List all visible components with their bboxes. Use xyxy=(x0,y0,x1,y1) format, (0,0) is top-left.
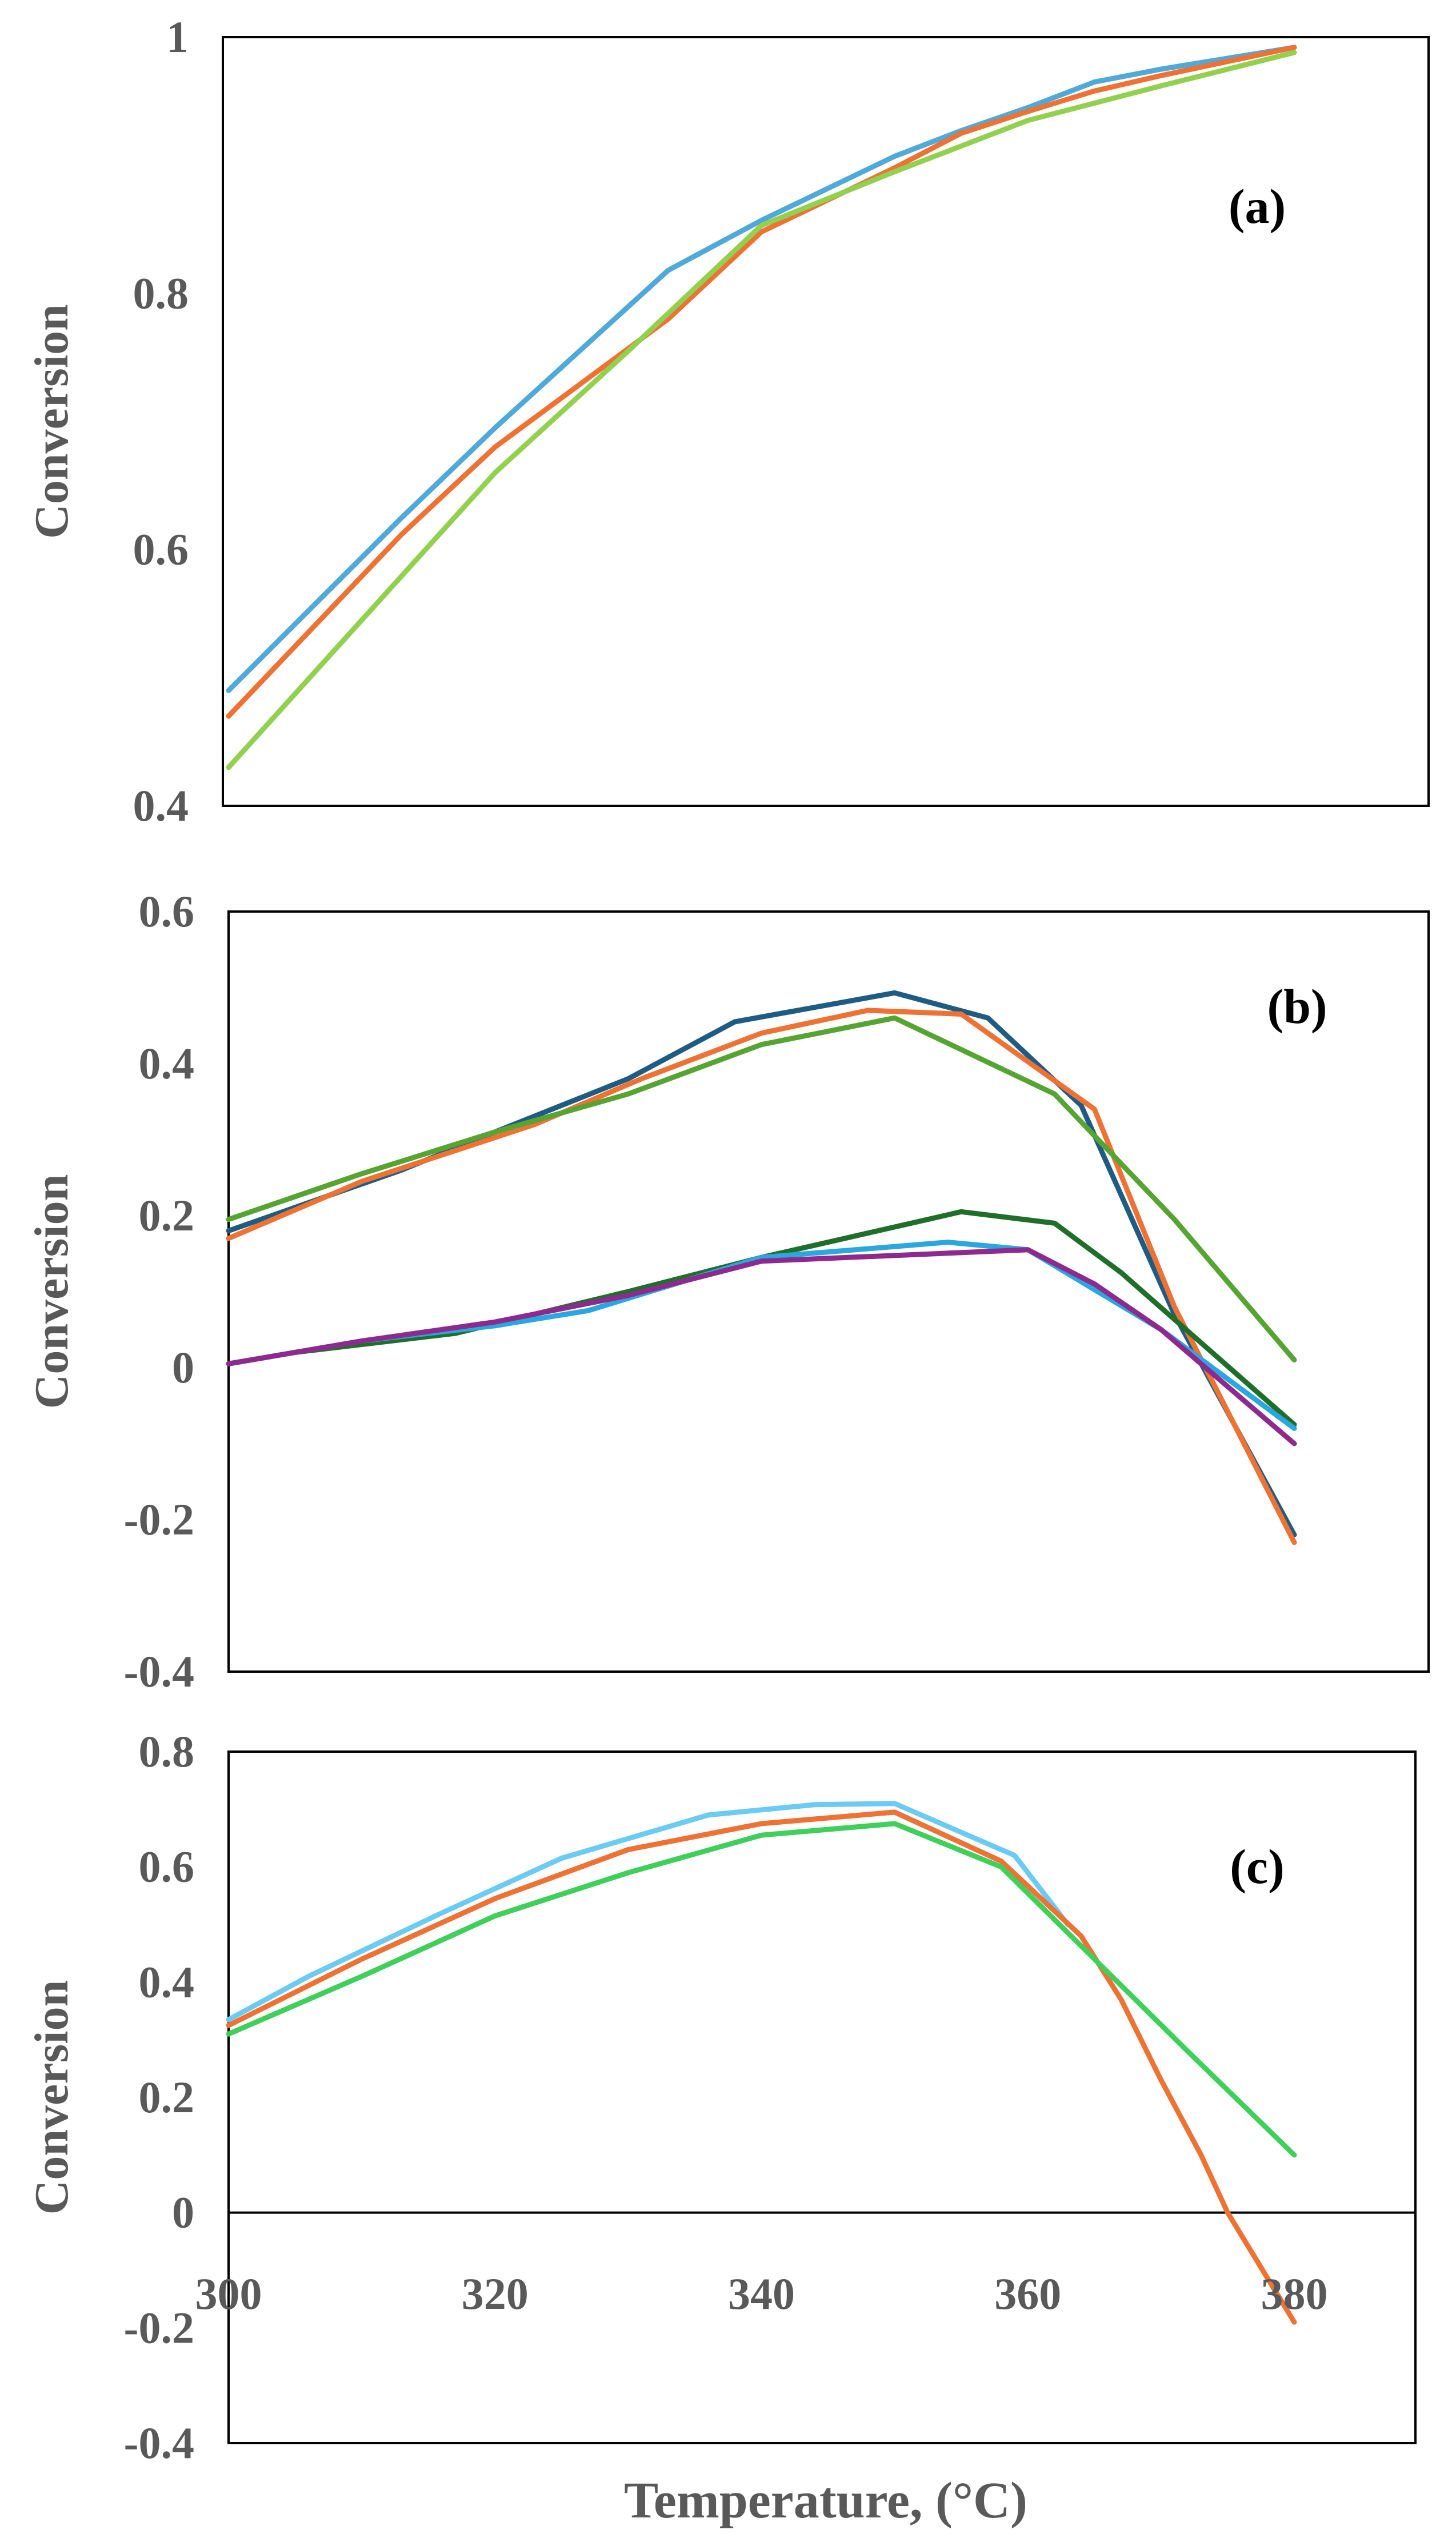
y-tick-label: -0.2 xyxy=(124,1494,194,1544)
plot-frame xyxy=(222,36,1430,807)
series-line-4 xyxy=(226,1209,1297,1428)
series-line-1 xyxy=(226,990,1297,1538)
y-tick-label: 0.2 xyxy=(139,1190,195,1240)
series-line-2 xyxy=(226,1008,1297,1545)
series-line-3 xyxy=(226,50,1297,770)
series-line-1 xyxy=(226,45,1297,693)
y-axis-label: Conversion xyxy=(25,1980,78,2215)
series-line-2 xyxy=(226,1809,1297,2325)
series-line-3 xyxy=(226,1015,1297,1363)
y-tick-label: -0.4 xyxy=(124,2418,194,2468)
y-axis-label: Conversion xyxy=(25,1174,78,1409)
panel-label: (c) xyxy=(1230,1839,1284,1894)
y-tick-label: 0.4 xyxy=(139,1957,195,2007)
y-tick-label: 0 xyxy=(172,2188,194,2237)
y-axis-label: Conversion xyxy=(25,304,78,539)
y-tick-label: 0.2 xyxy=(139,2072,195,2122)
y-tick-label: 0.6 xyxy=(139,1842,195,1892)
y-tick-label: 0.4 xyxy=(139,1038,195,1088)
series-line-6 xyxy=(226,1247,1297,1446)
x-tick-label: 300 xyxy=(195,2269,262,2319)
panel-2: -0.4 -0.2 0 0.2 0.4 0.6 Conversion (b) xyxy=(25,886,1430,1696)
plot-frame xyxy=(227,910,1430,1673)
y-tick-label: 0.8 xyxy=(139,1726,195,1776)
y-tick-label: -0.4 xyxy=(124,1646,194,1696)
y-tick-label: 1 xyxy=(166,12,189,62)
panel-3: -0.4 -0.2 0 0.2 0.4 0.6 0.8 Conversion (c) 300 320… xyxy=(25,1726,1417,2529)
plot-frame xyxy=(227,1750,1417,2444)
y-tick-label: 0 xyxy=(172,1342,194,1392)
y-tick-label: 0.6 xyxy=(139,886,195,936)
series-line-1 xyxy=(226,1801,1071,2023)
panel-label: (a) xyxy=(1229,179,1286,234)
x-tick-label: 360 xyxy=(994,2269,1061,2319)
y-tick-label: 0.6 xyxy=(133,525,189,574)
panel-1: 0.4 0.6 0.8 1 Conversion (a) xyxy=(25,12,1430,830)
y-tick-label: 0.8 xyxy=(133,268,189,318)
y-tick-label: 0.4 xyxy=(133,781,189,830)
x-tick-label: 320 xyxy=(462,2269,529,2319)
series-line-2 xyxy=(226,45,1297,719)
series-line-3 xyxy=(226,1821,1297,2158)
x-tick-label: 340 xyxy=(728,2269,795,2319)
x-tick-label: 380 xyxy=(1261,2269,1328,2319)
panel-label: (b) xyxy=(1267,979,1327,1034)
x-axis-label: Temperature, (°C) xyxy=(624,2472,1027,2529)
y-tick-label: -0.2 xyxy=(124,2303,194,2352)
